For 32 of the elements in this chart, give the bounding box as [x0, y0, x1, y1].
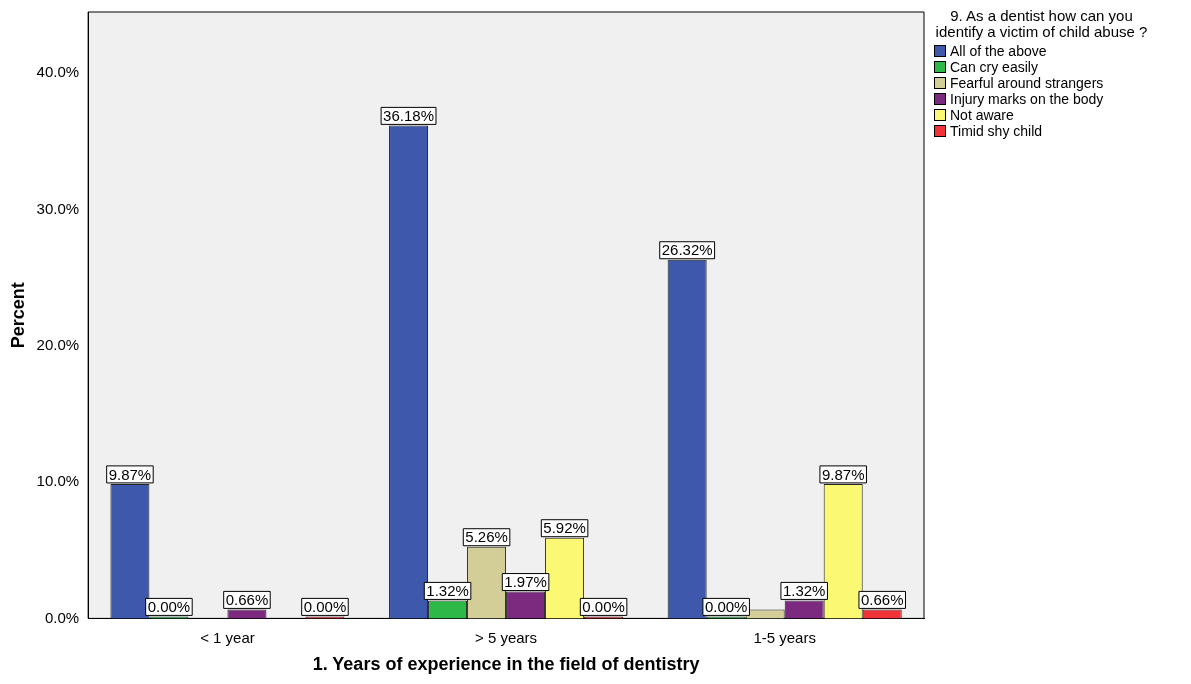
x-tick-label: 1-5 years [753, 628, 816, 646]
data-label: 9.87% [108, 465, 152, 483]
data-label: 1.32% [426, 582, 469, 600]
legend-label: Injury marks on the body [950, 91, 1104, 107]
data-label: 36.18% [383, 107, 434, 125]
data-label: 0.00% [582, 598, 625, 616]
data-label: 0.66% [860, 591, 904, 609]
x-tick-label: > 5 years [475, 628, 538, 646]
data-label: 26.32% [661, 241, 713, 259]
legend-label: All of the above [950, 43, 1047, 59]
data-label: 1.32% [782, 582, 826, 600]
x-axis-title: 1. Years of experience in the field of dentistry [312, 654, 700, 675]
legend-label: Fearful around strangers [950, 75, 1104, 91]
y-axis-title: Percent [7, 282, 28, 349]
data-label: 0.66% [225, 591, 269, 609]
legend-label: Not aware [950, 107, 1014, 123]
y-tick-label: 40.0% [36, 63, 80, 81]
data-label: 1.97% [504, 573, 547, 591]
y-tick-label: 30.0% [36, 199, 80, 217]
legend-label: Timid shy child [950, 123, 1043, 139]
data-label: 5.26% [465, 528, 508, 546]
data-label: 0.00% [147, 598, 191, 616]
data-label: 5.92% [543, 519, 586, 537]
data-label: 9.87% [821, 465, 865, 483]
legend-title: 9. As a dentist how can you identify a victim of child abuse ? [934, 7, 1149, 40]
data-label: 0.00% [303, 598, 347, 616]
legend-label: Can cry easily [950, 59, 1038, 75]
y-tick-label: 0.0% [44, 608, 80, 626]
y-tick-label: 20.0% [36, 336, 80, 353]
x-tick-label: < 1 year [200, 628, 255, 646]
data-label: 0.00% [704, 598, 748, 616]
y-tick-label: 10.0% [36, 472, 80, 490]
